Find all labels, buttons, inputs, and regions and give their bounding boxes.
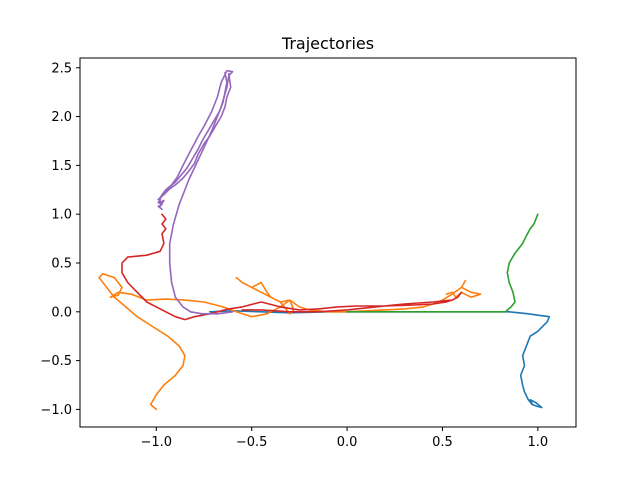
- trajectory-line: [98, 272, 482, 411]
- y-tick-label: 2.0: [51, 110, 72, 125]
- x-tick-label: −1.0: [141, 435, 173, 450]
- x-tick-label: 0.5: [432, 435, 453, 450]
- y-tick-label: 0.0: [51, 305, 72, 320]
- trajectory-line: [157, 72, 232, 201]
- axes-frame: [79, 57, 577, 428]
- y-tick-label: −0.5: [40, 354, 72, 369]
- trajectory-line: [346, 213, 539, 313]
- y-tick-label: 0.5: [51, 257, 72, 272]
- x-tick-label: 1.0: [528, 435, 549, 450]
- y-tick-label: 1.0: [51, 208, 72, 223]
- trajectory-line: [121, 213, 463, 321]
- y-tick-label: 2.5: [51, 61, 72, 76]
- y-axis: −1.0 −0.5 0.0 0.5 1.0 1.5 2.0 2.5: [40, 61, 80, 418]
- x-axis: −1.0 −0.5 0.0 0.5 1.0: [141, 427, 549, 450]
- x-tick-label: −0.5: [236, 435, 268, 450]
- y-tick-label: −1.0: [40, 403, 72, 418]
- x-tick-label: 0.0: [337, 435, 358, 450]
- series-layer: [98, 69, 551, 411]
- chart-title: Trajectories: [281, 34, 374, 53]
- y-tick-label: 1.5: [51, 159, 72, 174]
